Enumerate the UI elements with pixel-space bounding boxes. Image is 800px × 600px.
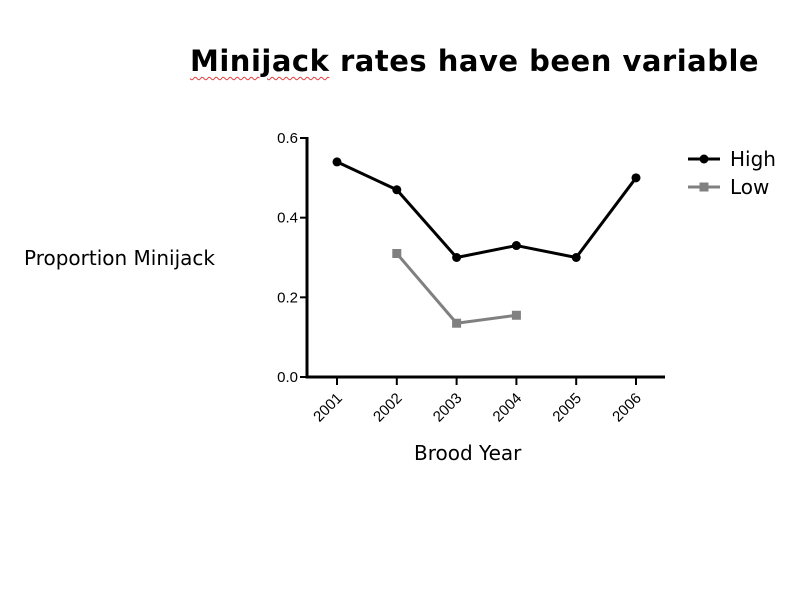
legend-label: Low bbox=[730, 175, 769, 199]
y-axis-label: Proportion Minijack bbox=[24, 246, 215, 270]
y-tick-label: 0.0 bbox=[277, 369, 298, 386]
data-point bbox=[631, 173, 641, 183]
legend-marker bbox=[699, 182, 709, 192]
chart-legend: High Low bbox=[688, 147, 776, 199]
legend-marker bbox=[699, 154, 709, 164]
chart-title: Minijack rates have been variable bbox=[190, 44, 759, 78]
x-axis-label: Brood Year bbox=[414, 441, 522, 465]
data-point bbox=[392, 249, 402, 259]
data-point bbox=[332, 157, 342, 167]
y-tick-label: 0.6 bbox=[277, 130, 298, 147]
series-line bbox=[395, 252, 517, 325]
series-high bbox=[332, 157, 641, 262]
series-line bbox=[336, 160, 638, 259]
x-tick-label: 2004 bbox=[490, 390, 526, 426]
y-tick-label: 0.4 bbox=[277, 210, 298, 227]
chart-axes: 0.0 0.2 0.4 0.6 2001 2002 2003 2004 2005 2006 bbox=[277, 130, 665, 425]
data-point bbox=[452, 253, 462, 262]
x-tick-label: 2003 bbox=[430, 390, 466, 426]
data-point bbox=[511, 241, 521, 251]
chart-title-word: Minijack bbox=[190, 44, 330, 78]
chart-series bbox=[332, 157, 641, 328]
data-point bbox=[511, 310, 521, 320]
chart-title-rest: rates have been variable bbox=[329, 44, 760, 78]
legend-label: High bbox=[730, 147, 776, 171]
x-tick-label: 2002 bbox=[370, 390, 406, 426]
x-tick-label: 2006 bbox=[609, 390, 645, 426]
y-tick-label: 0.2 bbox=[277, 289, 298, 306]
legend-item-low: Low bbox=[688, 175, 769, 199]
x-tick-label: 2001 bbox=[310, 390, 346, 426]
data-point bbox=[392, 185, 402, 195]
data-point bbox=[452, 318, 462, 328]
data-point bbox=[571, 253, 581, 262]
x-tick-label: 2005 bbox=[549, 390, 585, 426]
series-low bbox=[392, 249, 521, 328]
legend-item-high: High bbox=[688, 147, 776, 171]
